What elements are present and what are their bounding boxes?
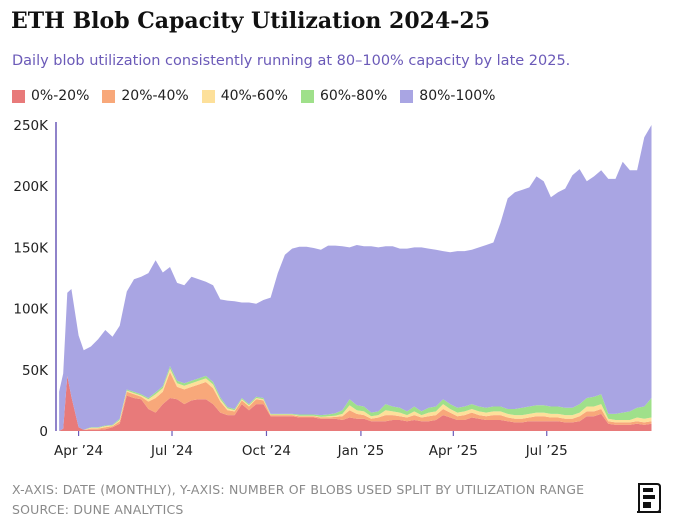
area-series-0 bbox=[59, 375, 652, 431]
legend-item-0-20[interactable]: 0%-20% bbox=[12, 88, 89, 104]
legend-swatch-20-40 bbox=[102, 89, 116, 103]
legend-label-0-20: 0%-20% bbox=[31, 88, 90, 104]
x-tick-label: Oct ’24 bbox=[242, 443, 291, 459]
x-tick-label: Jan ’25 bbox=[337, 443, 385, 459]
legend-item-60-80[interactable]: 60%-80% bbox=[300, 88, 388, 104]
legend-label-60-80: 60%-80% bbox=[319, 88, 388, 104]
x-tick-label: Jul ’25 bbox=[525, 443, 568, 459]
legend-item-40-60[interactable]: 40%-60% bbox=[201, 88, 288, 104]
the-block-logo-icon bbox=[637, 483, 661, 513]
legend-swatch-80-100 bbox=[400, 89, 414, 103]
stacked-area-chart: 0 50K 100K 150K 200K 250K Apr ’24 Jul ’24 Oct ’2… bbox=[13, 118, 652, 459]
legend-swatch-60-80 bbox=[300, 89, 314, 103]
legend-swatch-40-60 bbox=[201, 89, 215, 103]
area-series-4 bbox=[59, 125, 652, 431]
legend-swatch-0-20 bbox=[12, 89, 25, 103]
y-tick-label: 150K bbox=[13, 240, 49, 256]
y-tick-label: 0 bbox=[39, 424, 48, 440]
chart-subtitle: Daily blob utilization consistently runn… bbox=[12, 53, 571, 69]
source-note: SOURCE: DUNE ANALYTICS bbox=[12, 502, 184, 517]
legend-item-20-40[interactable]: 20%-40% bbox=[102, 88, 189, 104]
y-tick-label: 50K bbox=[22, 363, 49, 379]
x-tick-label: Jul ’24 bbox=[150, 443, 193, 459]
area-series-2 bbox=[59, 368, 652, 431]
y-tick-label: 200K bbox=[13, 179, 49, 195]
axes-note: X-AXIS: DATE (MONTHLY), Y-AXIS: NUMBER O… bbox=[12, 482, 585, 497]
legend-label-40-60: 40%-60% bbox=[220, 88, 288, 104]
legend-item-80-100[interactable]: 80%-100% bbox=[400, 88, 495, 104]
y-tick-label: 250K bbox=[13, 118, 49, 134]
chart-title: ETH Blob Capacity Utilization 2024-25 bbox=[11, 8, 491, 34]
legend-label-20-40: 20%-40% bbox=[121, 88, 189, 104]
x-tick-label: Apr ’24 bbox=[54, 443, 103, 459]
x-tick-label: Apr ’25 bbox=[429, 443, 478, 459]
legend: 0%-20% 20%-40% 40%-60% 60%-80% 80%-100% bbox=[12, 86, 508, 106]
area-series-1 bbox=[59, 372, 652, 431]
y-tick-label: 100K bbox=[13, 302, 49, 318]
legend-label-80-100: 80%-100% bbox=[419, 88, 496, 104]
